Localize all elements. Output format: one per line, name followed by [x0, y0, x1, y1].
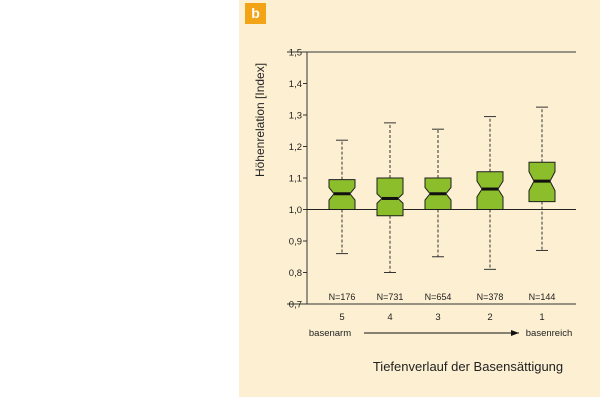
category-label: 4 [387, 312, 392, 323]
gradient-right-label: basenreich [526, 328, 572, 339]
y-tick-label: 1,3 [289, 111, 302, 122]
gradient-left-label: basenarm [309, 328, 351, 339]
y-axis-title: Höhenrelation [Index] [253, 63, 267, 177]
y-tick-label: 0,9 [289, 237, 302, 248]
category-label: 2 [487, 312, 492, 323]
category-label: 3 [435, 312, 440, 323]
y-tick-label: 1,0 [289, 205, 302, 216]
sample-count-label: N=144 [529, 292, 556, 302]
category-label: 1 [539, 312, 544, 323]
notched-box [476, 171, 504, 210]
category-label: 5 [339, 312, 344, 323]
sample-count-label: N=731 [377, 292, 404, 302]
sample-count-label: N=654 [425, 292, 452, 302]
sample-count-label: N=378 [477, 292, 504, 302]
y-tick-label: 0,7 [289, 300, 302, 311]
panel-label-badge: b [245, 3, 266, 24]
y-tick-label: 1,1 [289, 174, 302, 185]
y-tick-label: 1,5 [289, 48, 302, 59]
notched-box [376, 177, 404, 217]
x-axis-title: Tiefenverlauf der Basensättigung [373, 359, 563, 374]
y-tick-label: 0,8 [289, 268, 302, 279]
y-tick-label: 1,2 [289, 142, 302, 153]
y-tick-label: 1,4 [289, 79, 302, 90]
sample-count-label: N=176 [329, 292, 356, 302]
